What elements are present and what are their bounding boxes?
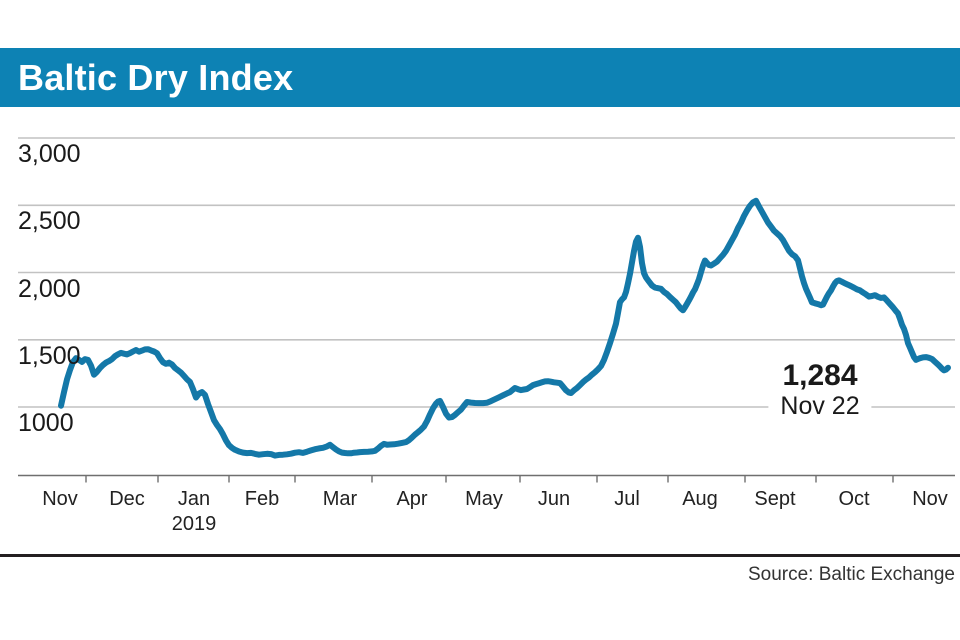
x-axis-label: Jan <box>177 488 211 510</box>
y-axis-label: 2,000 <box>18 274 81 303</box>
latest-value-label: 1,284 <box>782 359 858 392</box>
data-line <box>58 197 951 459</box>
y-axis-label: 2,500 <box>18 207 81 236</box>
x-axis-label: Nov <box>912 488 948 510</box>
latest-date-label: Nov 22 <box>780 392 860 420</box>
x-axis-label: Sept <box>754 488 796 510</box>
x-axis-label: Oct <box>838 488 870 510</box>
x-axis-label: Nov <box>42 488 78 510</box>
x-axis-label: Aug <box>682 488 718 510</box>
y-axis-label: 3,000 <box>18 140 81 168</box>
title-bar: Baltic Dry Index <box>0 48 960 107</box>
y-axis-label: 1,500 <box>18 341 81 370</box>
x-axis-label: Mar <box>322 488 358 510</box>
x-axis-label: Feb <box>244 488 280 510</box>
latest-value-annotation: 1,284 Nov 22 <box>768 357 872 425</box>
source-divider <box>0 554 960 557</box>
x-axis-year-label: 2019 <box>171 513 217 535</box>
source-credit: Source: Baltic Exchange <box>747 564 955 585</box>
y-axis-label: 1000 <box>18 409 74 437</box>
x-axis-label: Jul <box>614 488 640 510</box>
x-axis-label: Jun <box>537 488 571 510</box>
x-axis-label: Dec <box>109 488 145 510</box>
x-axis-label: Apr <box>396 488 428 510</box>
chart-title: Baltic Dry Index <box>18 57 294 98</box>
x-axis-label: May <box>465 488 503 510</box>
